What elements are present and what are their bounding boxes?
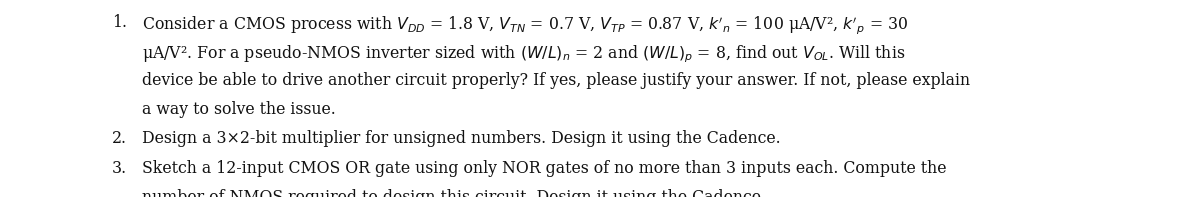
Text: device be able to drive another circuit properly? If yes, please justify your an: device be able to drive another circuit …: [142, 72, 970, 89]
Text: Consider a CMOS process with $V_{DD}$ = 1.8 V, $V_{TN}$ = 0.7 V, $V_{TP}$ = 0.87: Consider a CMOS process with $V_{DD}$ = …: [142, 14, 907, 36]
Text: Design a 3×2-bit multiplier for unsigned numbers. Design it using the Cadence.: Design a 3×2-bit multiplier for unsigned…: [142, 130, 780, 147]
Text: a way to solve the issue.: a way to solve the issue.: [142, 101, 335, 118]
Text: 2.: 2.: [112, 130, 127, 147]
Text: 1.: 1.: [112, 14, 127, 31]
Text: 3.: 3.: [112, 160, 127, 177]
Text: Sketch a 12-input CMOS OR gate using only NOR gates of no more than 3 inputs eac: Sketch a 12-input CMOS OR gate using onl…: [142, 160, 946, 177]
Text: μA/V². For a pseudo-NMOS inverter sized with $(W/L)_n$ = 2 and $(W/L)_p$ = 8, fi: μA/V². For a pseudo-NMOS inverter sized …: [142, 43, 905, 65]
Text: number of NMOS required to design this circuit. Design it using the Cadence.: number of NMOS required to design this c…: [142, 189, 766, 197]
